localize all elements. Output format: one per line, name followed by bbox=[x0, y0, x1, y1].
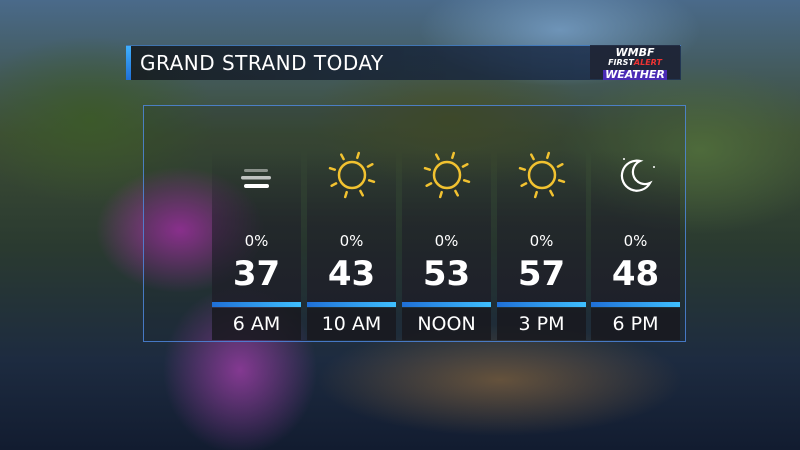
time-label: 6 PM bbox=[591, 308, 680, 340]
time-label: 6 AM bbox=[212, 308, 301, 340]
accent-bar bbox=[402, 302, 491, 307]
logo-text: WEATHER bbox=[603, 68, 667, 81]
station-logo: WMBF FIRSTALERT WEATHER bbox=[590, 45, 680, 81]
forecast-column: 0% 57 3 PM bbox=[497, 150, 586, 340]
precip-chance: 0% bbox=[623, 232, 648, 250]
precip-chance: 0% bbox=[434, 232, 459, 250]
time-label: NOON bbox=[402, 308, 491, 340]
logo-text: FIRSTALERT bbox=[608, 58, 662, 67]
time-label: 10 AM bbox=[307, 308, 396, 340]
temperature: 37 bbox=[232, 254, 281, 294]
title-accent bbox=[126, 46, 131, 80]
precip-chance: 0% bbox=[244, 232, 269, 250]
forecast-column: 0% 53 NOON bbox=[402, 150, 491, 340]
sun-icon bbox=[322, 145, 382, 205]
temperature: 48 bbox=[611, 254, 660, 294]
precip-chance: 0% bbox=[339, 232, 364, 250]
fog-icon bbox=[227, 145, 287, 205]
moon-icon bbox=[606, 145, 666, 205]
sun-icon bbox=[512, 145, 572, 205]
forecast-column: 0% 43 10 AM bbox=[307, 150, 396, 340]
precip-chance: 0% bbox=[529, 232, 554, 250]
title-bar: GRAND STRAND TODAY bbox=[126, 45, 681, 80]
forecast-column: 0% 37 6 AM bbox=[212, 150, 301, 340]
temperature: 57 bbox=[517, 254, 566, 294]
accent-bar bbox=[497, 302, 586, 307]
time-label: 3 PM bbox=[497, 308, 586, 340]
accent-bar bbox=[212, 302, 301, 307]
logo-text: WMBF bbox=[615, 46, 655, 59]
accent-bar bbox=[307, 302, 396, 307]
forecast-column: 0% 48 6 PM bbox=[591, 150, 680, 340]
accent-bar bbox=[591, 302, 680, 307]
temperature: 43 bbox=[327, 254, 376, 294]
sun-icon bbox=[417, 145, 477, 205]
temperature: 53 bbox=[422, 254, 471, 294]
page-title: GRAND STRAND TODAY bbox=[140, 51, 384, 75]
